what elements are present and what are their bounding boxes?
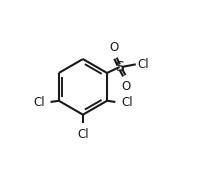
Text: O: O xyxy=(110,41,119,54)
Text: O: O xyxy=(121,80,130,93)
Text: Cl: Cl xyxy=(121,96,132,109)
Text: Cl: Cl xyxy=(77,128,89,141)
Text: S: S xyxy=(115,60,124,74)
Text: Cl: Cl xyxy=(33,96,45,109)
Text: Cl: Cl xyxy=(137,58,149,71)
